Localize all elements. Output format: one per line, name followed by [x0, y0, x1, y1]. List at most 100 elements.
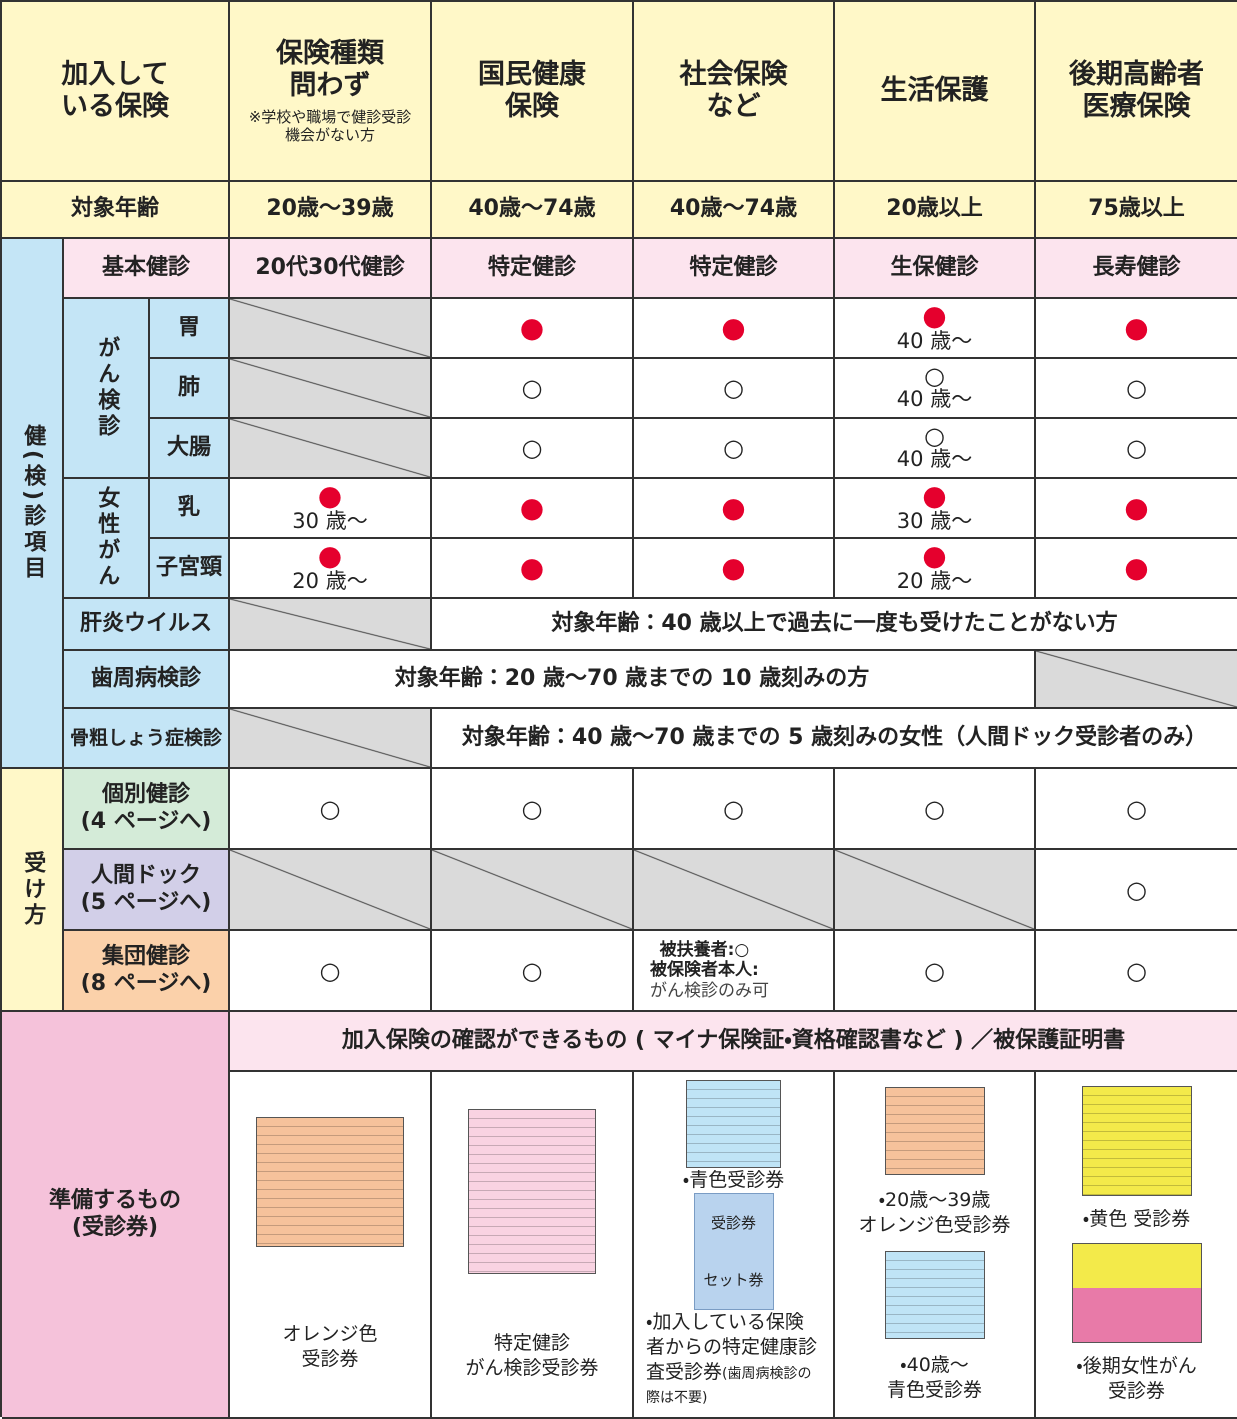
cell-note: 30 歳〜 — [896, 509, 973, 534]
section-cell: 受け方 — [2, 769, 64, 1012]
exam-cell: ○ — [634, 359, 835, 419]
basic-value: 20代30代健診 — [255, 254, 405, 280]
prepare-label-cell: 準備するもの (受診券) — [2, 1012, 230, 1419]
method-cell: ○ — [230, 931, 432, 1012]
method-label-cell: 個別健診 (4 ページへ) — [64, 769, 230, 850]
hatched-cell — [1036, 651, 1237, 709]
method-cell: ○ — [1036, 769, 1237, 850]
ticket-image — [884, 1251, 985, 1340]
exam-mark: ○ — [924, 794, 945, 823]
exam-mark: ● — [1124, 551, 1149, 584]
ticket-caption: ・40歳～ 青色受診券 — [886, 1353, 982, 1401]
basic-cell: 特定健診 — [432, 239, 634, 299]
box-label: セット券 — [703, 1271, 764, 1290]
ticket-cell: ・黄色 受診券・後期女性がん 受診券 — [1036, 1072, 1237, 1419]
exam-mark: ○ — [1126, 794, 1147, 823]
cell-text: 被扶養者:○ 被保険者本人: — [650, 939, 759, 981]
column-title: 後期高齢者 医療保険 — [1069, 58, 1204, 122]
exam-mark: ○ — [521, 434, 543, 462]
column-title: 社会保険 など — [679, 58, 788, 122]
exam-mark: ○ — [521, 794, 543, 823]
ticket-caption: ・後期女性がん 受診券 — [1076, 1355, 1197, 1402]
column-title: 保険種類 問わず — [276, 37, 384, 101]
row-label: 乳 — [177, 494, 200, 520]
column-header: 生活保護 — [835, 2, 1036, 182]
exam-cell — [230, 419, 432, 479]
exam-cell: ● 20 歳〜 — [835, 539, 1036, 599]
exam-mark: ○ — [319, 794, 341, 823]
column-header: 国民健康 保険 — [432, 2, 634, 182]
method-cell — [634, 850, 835, 931]
ticket-cell: 特定健診 がん検診受診券 — [432, 1072, 634, 1419]
box-label: 受診券 — [710, 1213, 756, 1232]
age-value: 20歳～39歳 — [266, 196, 394, 222]
row-label-cell: 歯周病検診 — [64, 651, 230, 709]
hatched-cell — [230, 709, 432, 769]
exam-mark: ○ — [319, 956, 341, 985]
exam-cell: ○ — [1036, 359, 1237, 419]
exam-mark: ○ — [1126, 434, 1147, 462]
method-label: 人間ドック (5 ページへ) — [80, 863, 212, 915]
row-label-cell: 骨粗しょう症検診 — [64, 709, 230, 769]
exam-cell — [230, 299, 432, 359]
row-label-cell: 肝炎ウイルス — [64, 599, 230, 651]
row-label: 歯周病検診 — [90, 665, 201, 691]
basic-cell: 20代30代健診 — [230, 239, 432, 299]
exam-cell: ● — [1036, 479, 1237, 539]
row-note: 対象年齢：20 歳～70 歳までの 10 歳刻みの方 — [394, 665, 870, 691]
exam-mark: ○ — [723, 794, 744, 823]
exam-cell: ● — [634, 479, 835, 539]
age-value: 20歳以上 — [886, 196, 983, 222]
row-label: 肺 — [177, 374, 200, 400]
section-cell: 健(検)診項目 — [2, 239, 64, 769]
row-label: 大腸 — [166, 434, 211, 460]
exam-mark: ○ — [1126, 956, 1147, 985]
column-header: 保険種類 問わず ※学校や職場で健診受診 機会がない方 — [230, 2, 432, 182]
exam-mark: ● — [721, 311, 746, 344]
ticket-caption: ・加入している保険者からの特定健康診査受診券 — [646, 1311, 818, 1383]
exam-cell: ● — [1036, 539, 1237, 599]
cell-note: 40 歳〜 — [896, 387, 973, 412]
ticket-box: 受診券 セット券 — [693, 1192, 774, 1311]
basic-value: 生保健診 — [890, 254, 979, 280]
ticket-caption: 特定健診 がん検診受診券 — [465, 1331, 599, 1379]
method-cell: ○ — [1036, 850, 1237, 931]
basic-value: 特定健診 — [487, 254, 576, 280]
exam-cell: ○ 40 歳〜 — [835, 359, 1036, 419]
ticket-cell: ・青色受診券 受診券 セット券 ・加入している保険者からの特定健康診査受診券(歯周病検… — [634, 1072, 835, 1419]
exam-mark: ● — [721, 491, 746, 524]
row-label-cell: 基本健診 — [64, 239, 230, 299]
method-label-cell: 集団健診 (8 ページへ) — [64, 931, 230, 1012]
exam-mark: ● — [922, 479, 947, 513]
exam-mark: ○ — [924, 362, 945, 391]
method-label: 個別健診 (4 ページへ) — [80, 782, 212, 834]
corner-label: 加入して いる保険 — [61, 58, 169, 122]
method-cell: ○ — [835, 931, 1036, 1012]
method-cell — [835, 850, 1036, 931]
exam-mark: ● — [1124, 311, 1149, 344]
method-label-cell: 人間ドック (5 ページへ) — [64, 850, 230, 931]
exam-mark: ○ — [723, 374, 744, 402]
cell-note: 20 歳〜 — [292, 569, 368, 594]
ticket-caption: ・黄色 受診券 — [1082, 1207, 1191, 1230]
exam-mark: ● — [519, 311, 545, 344]
method-cell: ○ — [835, 769, 1036, 850]
exam-mark: ○ — [521, 956, 543, 985]
basic-cell: 長寿健診 — [1036, 239, 1237, 299]
row-label-cell: 子宮頸 — [150, 539, 230, 599]
ticket-image — [256, 1117, 404, 1248]
row-label-cell: 胃 — [150, 299, 230, 359]
ticket-image — [884, 1086, 985, 1175]
age-value: 75歳以上 — [1088, 196, 1185, 222]
age-value: 40歳～74歳 — [468, 196, 596, 222]
cell-note: がん検診のみ可 — [650, 980, 769, 1001]
ticket-cell: ・20歳～39歳 オレンジ色受診券 ・40歳～ 青色受診券 — [835, 1072, 1036, 1419]
prepare-banner: 加入保険の確認ができるもの ( マイナ保険証・資格確認書など ) ／被保護証明書 — [341, 1027, 1126, 1053]
method-cell: ○ — [432, 769, 634, 850]
age-cell: 40歳～74歳 — [634, 182, 835, 239]
method-cell — [230, 850, 432, 931]
exam-mark: ○ — [1126, 875, 1147, 904]
row-label: 胃 — [177, 314, 200, 340]
ticket-image — [468, 1108, 596, 1274]
